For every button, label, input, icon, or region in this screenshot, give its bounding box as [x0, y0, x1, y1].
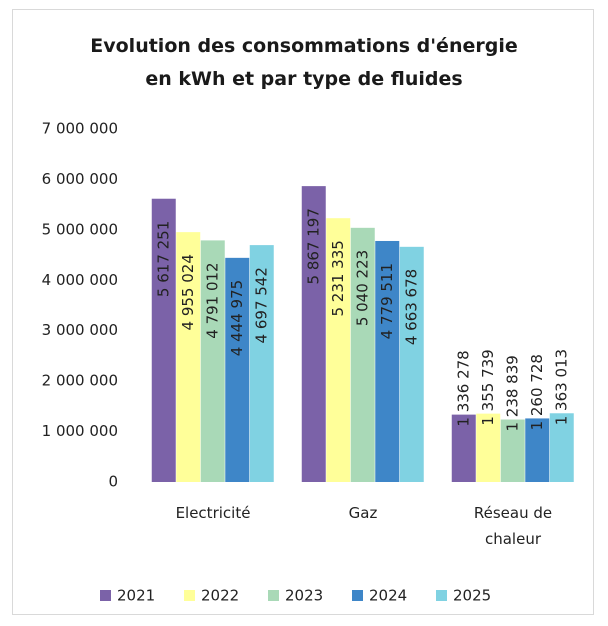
- chart-title: Evolution des consommations d'énergie en…: [90, 35, 518, 90]
- bar: [151, 198, 176, 483]
- legend-swatch: [352, 590, 363, 601]
- y-tick-label: 1 000 000: [42, 422, 118, 440]
- x-tick-label: Réseau de chaleur: [473, 504, 553, 548]
- legend-label: 2023: [285, 587, 323, 605]
- bar: [225, 257, 250, 482]
- legend-label: 2021: [117, 587, 155, 605]
- value-label: 1 336 278: [455, 350, 473, 426]
- value-label: 1 355 739: [479, 349, 497, 425]
- x-tick-label: Electricité: [175, 504, 251, 522]
- bar: [249, 245, 274, 482]
- bar: [549, 413, 574, 482]
- value-label: 5 231 335: [329, 240, 347, 316]
- value-label: 4 663 678: [403, 269, 421, 345]
- bar: [176, 232, 201, 482]
- value-label: 5 867 197: [305, 208, 323, 284]
- value-label: 1 238 839: [504, 355, 522, 431]
- bar: [200, 240, 225, 482]
- bar: [451, 414, 476, 482]
- bar: [350, 227, 375, 482]
- legend-label: 2025: [453, 587, 491, 605]
- y-tick-label: 3 000 000: [42, 321, 118, 339]
- chart-frame: [12, 9, 594, 615]
- value-label: 4 444 975: [228, 280, 246, 356]
- legend-swatch: [268, 590, 279, 601]
- y-tick-label: 6 000 000: [42, 170, 118, 188]
- bar: [476, 413, 501, 482]
- value-label: 5 617 251: [155, 221, 173, 297]
- x-tick-label: Gaz: [348, 504, 378, 522]
- y-tick-label: 4 000 000: [42, 271, 118, 289]
- y-tick-label: 5 000 000: [42, 220, 118, 238]
- legend-label: 2022: [201, 587, 239, 605]
- legend-label: 2024: [369, 587, 407, 605]
- value-label: 4 779 511: [378, 263, 396, 339]
- legend-swatch: [436, 590, 447, 601]
- bar: [326, 218, 351, 482]
- value-label: 4 955 024: [179, 254, 197, 330]
- bar: [399, 246, 424, 482]
- y-tick-label: 2 000 000: [42, 372, 118, 390]
- bar: [500, 419, 525, 482]
- value-label: 1 260 728: [528, 354, 546, 430]
- bar: [525, 418, 550, 482]
- bar: [375, 240, 400, 482]
- value-label: 4 791 012: [204, 262, 222, 338]
- legend-swatch: [100, 590, 111, 601]
- y-tick-label: 7 000 000: [42, 120, 118, 138]
- value-label: 1 363 013: [553, 349, 571, 425]
- value-label: 5 040 223: [354, 250, 372, 326]
- legend-swatch: [184, 590, 195, 601]
- y-tick-label: 0: [108, 473, 118, 491]
- bar: [301, 186, 326, 482]
- value-label: 4 697 542: [253, 267, 271, 343]
